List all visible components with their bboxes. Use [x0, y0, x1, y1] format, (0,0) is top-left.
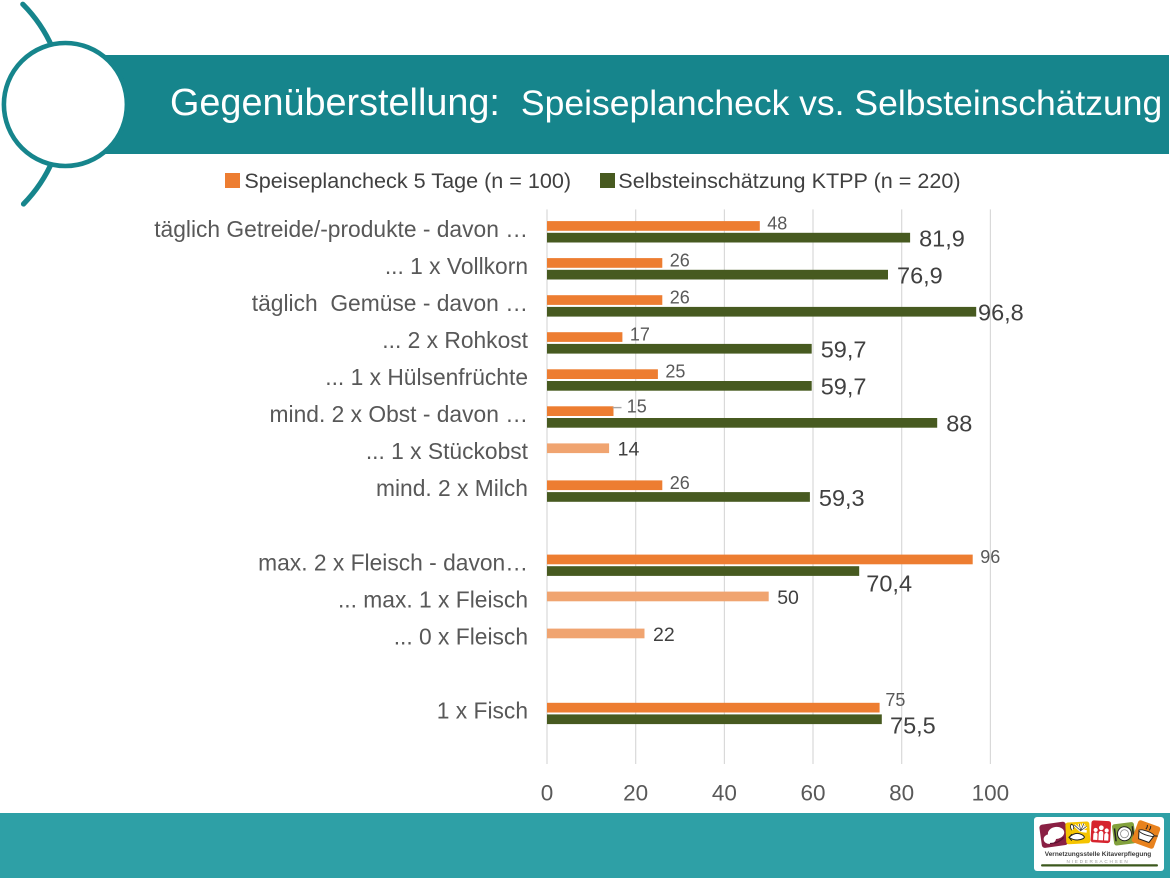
svg-text:48: 48: [767, 213, 787, 233]
svg-text:25: 25: [665, 362, 685, 382]
svg-text:59,3: 59,3: [819, 485, 865, 511]
svg-text:26: 26: [670, 473, 690, 493]
svg-text:60: 60: [800, 781, 825, 806]
svg-text:20: 20: [623, 781, 648, 806]
svg-text:17: 17: [630, 325, 650, 345]
svg-text:80: 80: [889, 781, 914, 806]
svg-text:... 1 x Stückobst: ... 1 x Stückobst: [366, 438, 529, 464]
svg-text:70,4: 70,4: [866, 570, 912, 596]
svg-text:100: 100: [972, 781, 1010, 806]
svg-text:... 1 x Vollkorn: ... 1 x Vollkorn: [385, 253, 528, 279]
svg-text:22: 22: [653, 624, 675, 646]
svg-text:... max. 1 x Fleisch: ... max. 1 x Fleisch: [338, 586, 528, 612]
svg-text:81,9: 81,9: [919, 226, 965, 252]
svg-text:75,5: 75,5: [890, 713, 936, 739]
svg-text:14: 14: [618, 439, 640, 461]
svg-text:... 1 x Hülsenfrüchte: ... 1 x Hülsenfrüchte: [325, 364, 528, 390]
svg-text:50: 50: [777, 587, 799, 609]
svg-text:täglich Gemüse - davon …: täglich Gemüse - davon …: [252, 290, 528, 316]
svg-text:26: 26: [670, 251, 690, 271]
svg-text:max. 2 x Fleisch - davon…: max. 2 x Fleisch - davon…: [258, 549, 528, 575]
svg-text:26: 26: [670, 288, 690, 308]
svg-text:1 x Fisch: 1 x Fisch: [437, 698, 528, 724]
svg-text:täglich Getreide/-produkte - d: täglich Getreide/-produkte - davon …: [154, 216, 528, 242]
svg-text:76,9: 76,9: [897, 263, 943, 289]
svg-text:88: 88: [946, 411, 972, 437]
svg-text:40: 40: [712, 781, 737, 806]
svg-text:96: 96: [980, 547, 1000, 567]
svg-text:... 2 x Rohkost: ... 2 x Rohkost: [382, 327, 528, 353]
svg-text:NIEDERSACHSEN: NIEDERSACHSEN: [1067, 859, 1130, 864]
svg-text:0: 0: [541, 781, 554, 806]
svg-text:Vernetzungsstelle Kitaverpfle: Vernetzungsstelle Kitaverpflegung: [1045, 851, 1152, 858]
svg-text:mind. 2 x Obst - davon …: mind. 2 x Obst - davon …: [270, 401, 528, 427]
svg-text:75: 75: [885, 690, 905, 710]
svg-text:59,7: 59,7: [821, 374, 867, 400]
svg-text:96,8: 96,8: [978, 300, 1024, 326]
svg-text:... 0 x Fleisch: ... 0 x Fleisch: [394, 623, 528, 649]
svg-text:59,7: 59,7: [821, 337, 867, 363]
svg-text:mind. 2 x Milch: mind. 2 x Milch: [376, 475, 528, 501]
svg-text:15: 15: [627, 396, 647, 416]
